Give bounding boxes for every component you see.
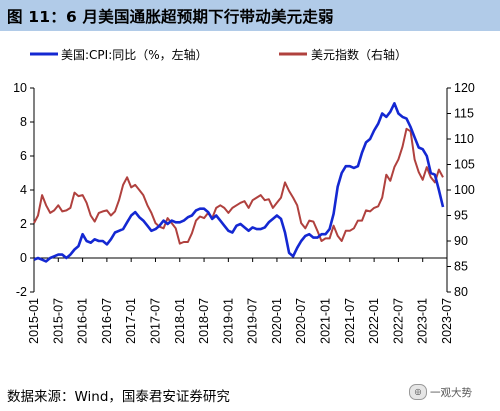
legend: 美国:CPI:同比（%，左轴） 美元指数（右轴） [30,47,407,62]
right-axis-tick-label: 80 [454,285,468,299]
x-axis-tick-label: 2022-07 [391,298,405,344]
x-axis-tick-label: 2015-07 [51,298,65,344]
figure-title: 图 11：6 月美国通胀超预期下行带动美元走弱 [7,8,334,26]
x-axis-tick-label: 2023-07 [440,298,454,344]
watermark-text: 一观大势 [430,386,472,399]
chart: 美国:CPI:同比（%，左轴） 美元指数（右轴） -2 0 2 4 6 8 10 80 85 90… [13,47,475,344]
title-bar: 图 11：6 月美国通胀超预期下行带动美元走弱 [0,0,500,31]
x-axis-tick-label: 2019-07 [246,298,260,344]
left-axis-tick-label: 6 [20,149,27,163]
source-note: 数据来源：Wind，国泰君安证券研究 [7,389,230,405]
x-axis-tick-label: 2016-07 [100,298,114,344]
left-axis-tick-label: 8 [20,115,27,129]
x-axis-tick-label: 2020-01 [270,298,284,344]
series-line-dxy [33,127,444,245]
series-layer [33,102,445,263]
right-axis-tick-label: 105 [454,158,475,172]
x-axis-tick-label: 2015-01 [27,298,41,344]
x-axis-tick-label: 2016-01 [76,298,90,344]
x-axis-tick-label: 2018-01 [173,298,187,344]
x-axis-tick-label: 2023-01 [416,298,430,344]
left-axis-tick-label: 4 [20,183,27,197]
right-axis-tick-label: 95 [454,209,468,223]
left-axis-tick-label: -2 [16,285,27,299]
legend-label-dxy: 美元指数（右轴） [311,47,407,62]
right-axis-tick-label: 120 [454,81,475,95]
left-axis-tick-label: 2 [20,217,27,231]
x-axis-tick-label: 2018-07 [197,298,211,344]
right-axis-tick-label: 90 [454,234,468,248]
x-axis-tick-label: 2022-01 [367,298,381,344]
x-axis-tick-label: 2021-01 [319,298,333,344]
right-axis-tick-label: 85 [454,260,468,274]
right-axis-tick-label: 115 [454,107,474,121]
x-axis-tick-label: 2021-07 [343,298,357,344]
legend-label-cpi: 美国:CPI:同比（%，左轴） [61,47,208,62]
left-axis-tick-label: 10 [13,81,27,95]
wechat-logo-icon: ◎ [409,384,427,400]
left-axis-tick-label: 0 [20,251,27,265]
series-line-cpi [33,102,445,263]
x-axis-tick-label: 2019-01 [221,298,235,344]
watermark: ◎ 一观大势 [409,383,497,401]
axes: -2 0 2 4 6 8 10 80 85 90 95 100 105 110 115 120 2015-01 2… [13,81,475,344]
x-axis-tick-label: 2017-01 [124,298,138,344]
right-axis-tick-label: 110 [454,132,474,146]
x-axis-tick-label: 2020-07 [294,298,308,344]
right-axis-tick-label: 100 [454,183,475,197]
x-axis-tick-label: 2017-07 [148,298,162,344]
